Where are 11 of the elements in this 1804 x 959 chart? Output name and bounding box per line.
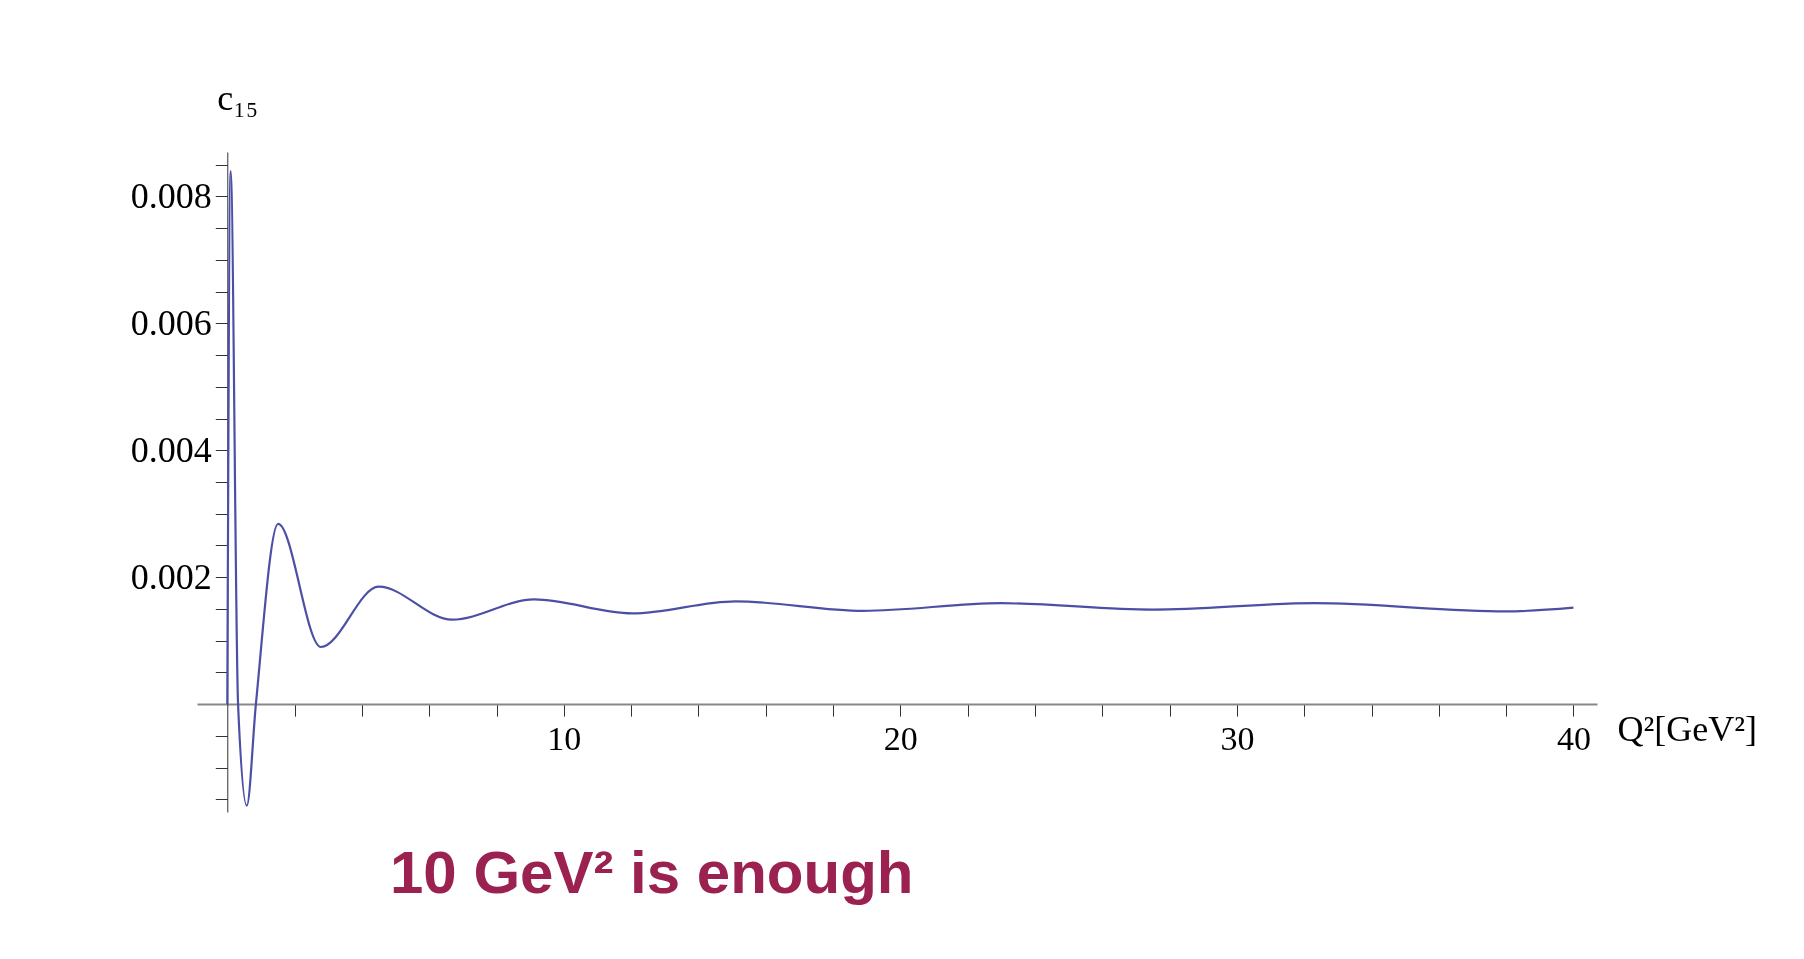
y-tick-label: 0.004 bbox=[130, 429, 212, 470]
x-tick-label: 30 bbox=[1220, 719, 1255, 757]
y-tick-label: 0.006 bbox=[130, 302, 212, 343]
x-tick-label: 10 bbox=[547, 719, 582, 757]
x-axis-title: Q²[GeV²] bbox=[1617, 708, 1758, 749]
y-axis-title: c₁₅ bbox=[217, 77, 259, 118]
y-tick-label: 0.008 bbox=[130, 175, 212, 216]
y-tick-label: 0.002 bbox=[130, 556, 212, 597]
x-tick-label: 40 bbox=[1556, 719, 1591, 757]
x-tick-label: 20 bbox=[883, 719, 918, 757]
text: 10 GeV² is enough bbox=[390, 838, 915, 907]
